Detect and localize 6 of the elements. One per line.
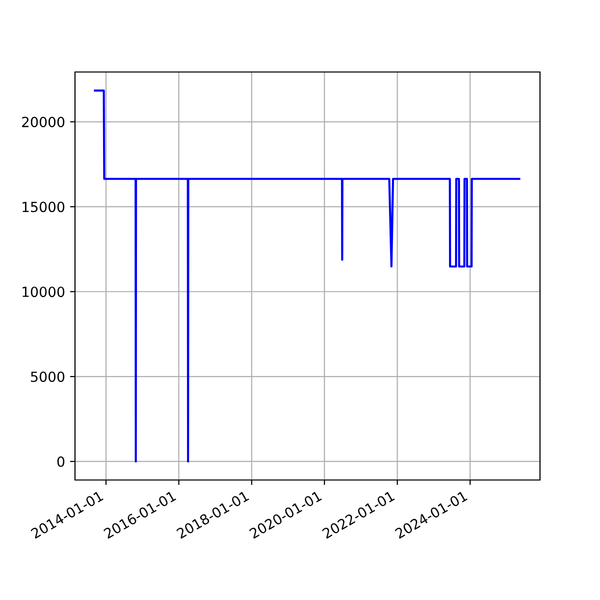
line-series bbox=[94, 90, 520, 462]
y-tick-label: 10000 bbox=[22, 286, 64, 298]
y-tick-label: 0 bbox=[57, 456, 64, 467]
y-tick-label: 20000 bbox=[22, 116, 64, 128]
y-tick-label: 15000 bbox=[22, 202, 64, 212]
y-tick-label: 5000 bbox=[31, 372, 64, 382]
